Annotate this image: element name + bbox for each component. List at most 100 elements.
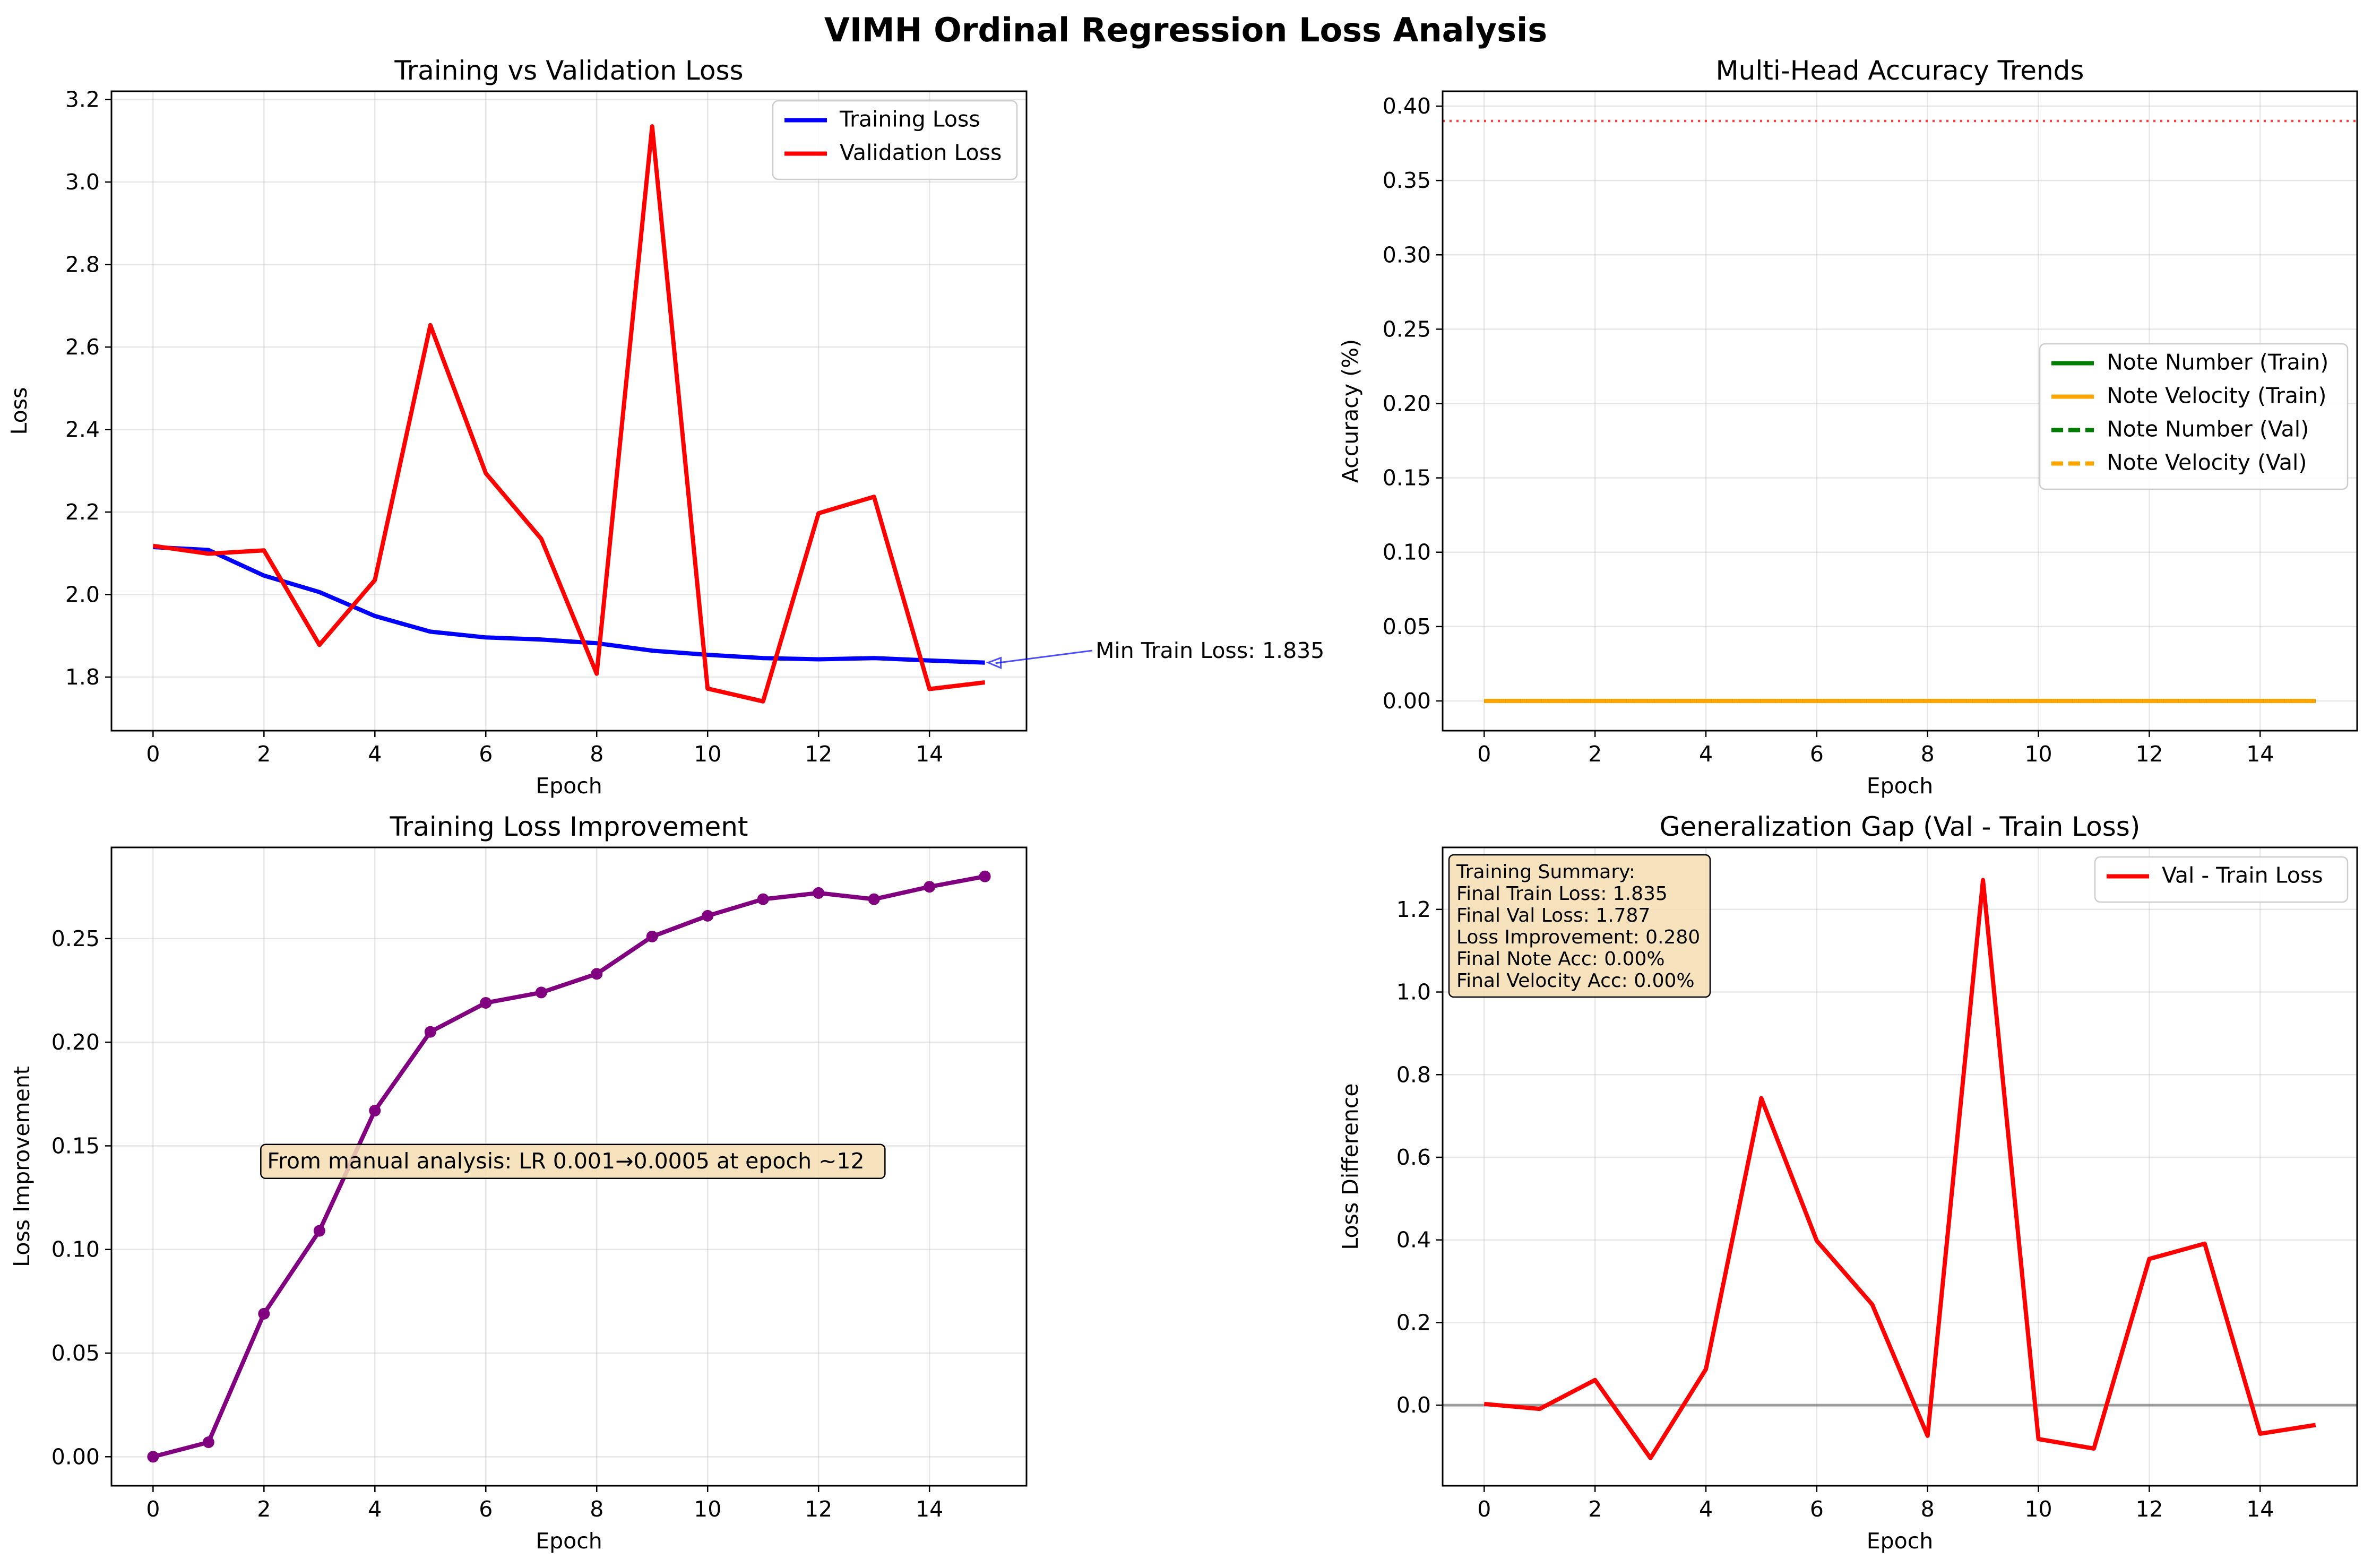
legend-box bbox=[772, 100, 1018, 180]
series-line-1 bbox=[153, 545, 985, 665]
legend: Training Loss Validation Loss bbox=[772, 100, 1018, 180]
x-tick-label: 14 bbox=[916, 741, 943, 767]
annotation-text: From manual analysis: LR 0.001→0.0005 at… bbox=[267, 1148, 864, 1174]
legend: Note Number (Train) Note Velocity (Train)… bbox=[2039, 343, 2349, 490]
x-tick-label: 0 bbox=[1477, 1496, 1491, 1522]
legend-label: Note Velocity (Train) bbox=[2107, 383, 2326, 408]
y-tick-label: 0.2 bbox=[1396, 1310, 1431, 1335]
x-tick-label: 2 bbox=[1588, 1496, 1602, 1522]
data-point bbox=[202, 1436, 214, 1448]
summary-box bbox=[1448, 854, 1711, 998]
y-tick-label: 0.15 bbox=[51, 1133, 100, 1158]
y-axis-label: Accuracy (%) bbox=[1338, 339, 1363, 483]
data-point bbox=[646, 930, 658, 942]
y-tick-label: 0.4 bbox=[1396, 1227, 1431, 1253]
subplot-1: 0 2 4 6 8 10 12 14 1.8 2.0 2.2 2.4 2.6 2.8 3.0 3.2 Train… bbox=[6, 55, 1324, 799]
x-tick-label: 12 bbox=[2135, 1496, 2163, 1522]
x-axis-label: Epoch bbox=[1867, 1528, 1934, 1554]
x-axis-label: Epoch bbox=[1867, 773, 1934, 799]
x-axis-label: Epoch bbox=[536, 1528, 602, 1554]
data-point bbox=[258, 1307, 270, 1320]
data-point bbox=[868, 893, 880, 905]
axes-frame bbox=[1442, 90, 2358, 732]
subplot-title: Training vs Validation Loss bbox=[394, 55, 743, 86]
y-tick-label: 2.0 bbox=[65, 582, 100, 607]
y-tick-label: 0.10 bbox=[1383, 540, 1431, 565]
annotation-box bbox=[260, 1143, 886, 1180]
y-tick-label: 0.05 bbox=[1383, 614, 1431, 639]
y-tick-label: 2.2 bbox=[65, 499, 100, 525]
legend-label: Val - Train Loss bbox=[2162, 863, 2323, 888]
x-tick-label: 10 bbox=[2024, 741, 2052, 767]
x-tick-label: 8 bbox=[590, 1496, 603, 1522]
y-tick-label: 2.4 bbox=[65, 417, 100, 442]
x-tick-label: 0 bbox=[146, 741, 160, 767]
x-tick-label: 6 bbox=[1810, 741, 1824, 767]
x-tick-label: 10 bbox=[694, 741, 721, 767]
y-tick-label: 0.20 bbox=[51, 1029, 100, 1055]
y-tick-label: 0.25 bbox=[51, 926, 100, 951]
subplot-4: 0 2 4 6 8 10 12 14 0.0 0.2 0.4 0.6 0.8 1.0 1.2 Generali… bbox=[1338, 811, 2358, 1554]
x-tick-label: 4 bbox=[368, 1496, 382, 1522]
legend-label: Note Velocity (Val) bbox=[2107, 449, 2307, 475]
y-tick-label: 1.0 bbox=[1396, 980, 1431, 1005]
annotation-text: Min Train Loss: 1.835 bbox=[1096, 638, 1324, 663]
x-tick-label: 8 bbox=[590, 741, 603, 767]
x-tick-label: 2 bbox=[257, 1496, 271, 1522]
legend-label: Training Loss bbox=[839, 107, 980, 132]
y-tick-label: 0.10 bbox=[51, 1237, 100, 1262]
y-axis-label: Loss Improvement bbox=[9, 1066, 34, 1267]
legend-box bbox=[2039, 343, 2349, 490]
legend-label: Note Number (Val) bbox=[2107, 416, 2309, 441]
y-tick-label: 0.6 bbox=[1396, 1145, 1431, 1170]
legend-label: Validation Loss bbox=[840, 140, 1002, 166]
summary-line: Final Train Loss: 1.835 bbox=[1456, 883, 1668, 905]
y-tick-label: 0.00 bbox=[1383, 688, 1431, 714]
y-axis-label: Loss Difference bbox=[1338, 1083, 1363, 1250]
summary-line: Final Val Loss: 1.787 bbox=[1456, 905, 1650, 926]
x-tick-label: 4 bbox=[1699, 1496, 1713, 1522]
plot-area bbox=[111, 91, 1027, 731]
subplot-2: 0 2 4 6 8 10 12 14 0.00 0.05 0.10 0.15 0.20 0.25 0.30 0… bbox=[1338, 55, 2358, 799]
subplot-title: Training Loss Improvement bbox=[389, 811, 748, 842]
x-tick-label: 12 bbox=[805, 1496, 832, 1522]
x-tick-label: 14 bbox=[2246, 741, 2274, 767]
y-tick-label: 1.2 bbox=[1396, 897, 1431, 922]
y-tick-label: 3.2 bbox=[65, 87, 100, 112]
y-tick-label: 0.20 bbox=[1383, 391, 1431, 416]
data-point bbox=[813, 887, 825, 899]
series-line-2 bbox=[152, 124, 986, 704]
x-tick-label: 8 bbox=[1921, 1496, 1935, 1522]
x-tick-label: 8 bbox=[1921, 741, 1935, 767]
figure-suptitle: VIMH Ordinal Regression Loss Analysis bbox=[824, 11, 1547, 49]
x-tick-label: 0 bbox=[1477, 741, 1491, 767]
data-point bbox=[924, 881, 936, 893]
subplot-title: Generalization Gap (Val - Train Loss) bbox=[1660, 811, 2141, 842]
y-tick-label: 0.0 bbox=[1396, 1392, 1431, 1418]
data-point bbox=[147, 1451, 159, 1463]
x-tick-label: 12 bbox=[805, 741, 832, 767]
data-point bbox=[313, 1225, 325, 1237]
data-point bbox=[979, 870, 991, 882]
data-point bbox=[591, 968, 603, 980]
y-tick-label: 0.35 bbox=[1383, 168, 1431, 193]
annotation-arrow bbox=[995, 649, 1093, 664]
y-tick-label: 2.8 bbox=[65, 252, 100, 278]
legend-label: Note Number (Train) bbox=[2107, 349, 2328, 375]
x-tick-label: 6 bbox=[479, 1496, 493, 1522]
y-tick-label: 0.8 bbox=[1396, 1062, 1431, 1087]
summary-line: Loss Improvement: 0.280 bbox=[1456, 926, 1700, 948]
x-axis-label: Epoch bbox=[536, 773, 602, 799]
x-tick-label: 10 bbox=[2024, 1496, 2052, 1522]
y-tick-label: 0.40 bbox=[1383, 93, 1431, 119]
x-tick-label: 6 bbox=[479, 741, 493, 767]
legend: Val - Train Loss bbox=[2094, 856, 2349, 903]
x-tick-label: 14 bbox=[2246, 1496, 2274, 1522]
axes-frame bbox=[110, 846, 1028, 1487]
data-point bbox=[369, 1105, 381, 1117]
data-point bbox=[535, 986, 547, 999]
y-tick-label: 2.6 bbox=[65, 334, 100, 360]
data-point bbox=[702, 909, 714, 922]
series-line-1 bbox=[152, 874, 986, 1459]
